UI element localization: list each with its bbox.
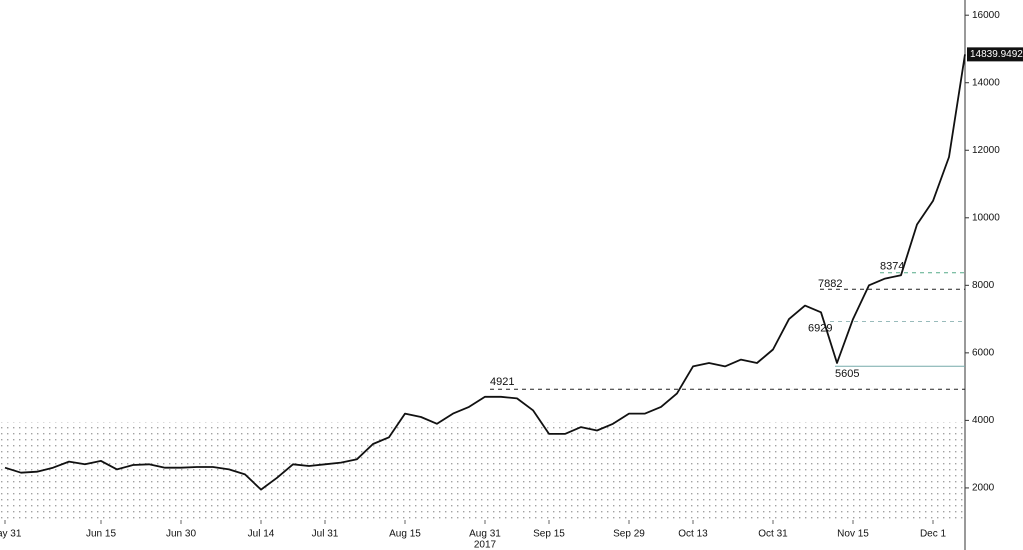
y-tick-label: 16000 xyxy=(972,10,1000,21)
x-tick-label: Aug 31 xyxy=(469,529,501,540)
x-tick-label: Jul 14 xyxy=(248,529,275,540)
x-tick-label: May 31 xyxy=(0,529,22,540)
reference-label: 6929 xyxy=(808,322,832,334)
y-tick-label: 14000 xyxy=(972,77,1000,88)
x-tick-label: Jul 31 xyxy=(312,529,339,540)
last-price-box xyxy=(967,47,1023,62)
reference-label: 5605 xyxy=(835,368,859,380)
reference-label: 8374 xyxy=(880,261,904,273)
reference-label: 7882 xyxy=(818,278,842,290)
x-tick-label: Nov 15 xyxy=(837,529,869,540)
x-tick-label: Aug 15 xyxy=(389,529,421,540)
dotted-overlay xyxy=(0,422,965,520)
y-tick-label: 8000 xyxy=(972,280,995,291)
x-tick-label: Oct 31 xyxy=(758,529,788,540)
y-tick-label: 10000 xyxy=(972,212,1000,223)
y-tick-label: 4000 xyxy=(972,415,995,426)
x-tick-label: Oct 13 xyxy=(678,529,708,540)
last-price-label: 14839.9492 xyxy=(970,49,1023,60)
price-line xyxy=(4,54,966,491)
x-tick-label: Dec 1 xyxy=(920,529,947,540)
y-tick-label: 12000 xyxy=(972,145,1000,156)
y-tick-label: 6000 xyxy=(972,347,995,358)
x-tick-label: Jun 15 xyxy=(86,529,116,540)
x-year-label: 2017 xyxy=(474,540,497,550)
x-tick-label: Sep 15 xyxy=(533,529,565,540)
y-tick-label: 2000 xyxy=(972,483,995,494)
x-tick-label: Sep 29 xyxy=(613,529,645,540)
x-tick-label: Jun 30 xyxy=(166,529,196,540)
reference-label: 4921 xyxy=(490,376,514,388)
